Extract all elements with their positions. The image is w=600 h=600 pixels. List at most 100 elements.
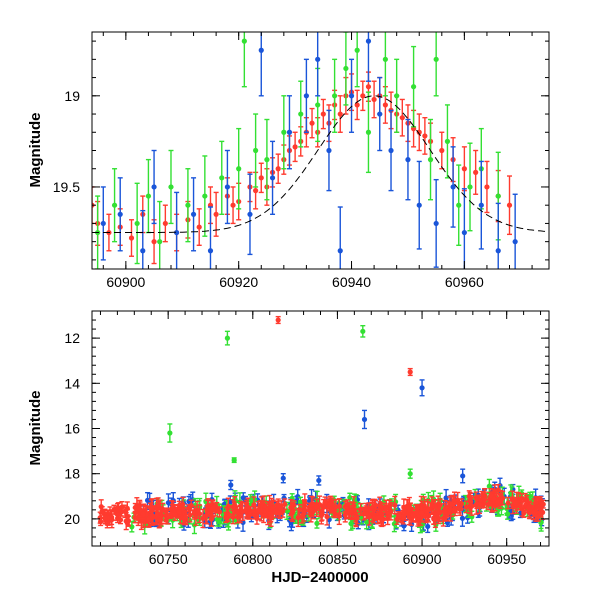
data-point-blue	[405, 118, 411, 201]
data-point-green	[264, 118, 270, 201]
data-point-red	[379, 502, 385, 511]
data-point-red	[383, 499, 389, 516]
data-point-red	[337, 95, 343, 133]
data-point-red	[297, 503, 303, 515]
data-point-red	[318, 509, 324, 522]
outlier-point-blue	[228, 479, 234, 491]
data-point-red	[109, 510, 115, 529]
data-point-green	[298, 80, 304, 148]
top-light-curve-panel: 60900 60920 60940 60960 19 19.5 Magnitude	[27, 31, 550, 290]
data-point-green	[365, 91, 372, 174]
y-tick-label: 19	[64, 88, 80, 104]
data-point-red	[512, 497, 518, 509]
data-point-red	[414, 503, 420, 513]
data-point-red	[238, 500, 244, 511]
data-point-red	[409, 508, 416, 522]
data-point-red	[473, 149, 479, 195]
data-point-green	[394, 58, 400, 133]
data-point-red	[196, 504, 203, 524]
data-point-blue	[174, 191, 180, 269]
data-point-red	[165, 507, 171, 525]
x-tick-label: 60900	[403, 551, 442, 567]
data-point-red	[422, 116, 428, 155]
data-point-red	[213, 191, 219, 237]
data-point-green	[433, 32, 439, 97]
data-point-red	[516, 500, 523, 511]
data-point-red	[308, 503, 314, 518]
data-point-blue	[416, 160, 422, 250]
data-point-red	[525, 502, 532, 513]
data-point-blue	[117, 177, 123, 252]
data-point-blue	[388, 109, 394, 192]
data-point-blue	[258, 32, 264, 97]
data-point-blue	[433, 178, 439, 268]
data-point-red	[292, 131, 298, 163]
model-fit-curve	[92, 95, 549, 233]
data-point-red	[268, 509, 274, 527]
data-point-green	[253, 113, 259, 188]
data-point-red	[149, 498, 155, 516]
data-point-red	[289, 502, 296, 523]
data-point-red	[500, 490, 506, 506]
outlier-point-blue	[316, 475, 322, 486]
data-point-red	[158, 513, 164, 526]
data-point-red	[354, 89, 360, 121]
y-tick-label: 19.5	[53, 179, 80, 195]
data-point-green	[332, 58, 338, 133]
data-point-green	[185, 168, 191, 243]
data-point-red	[404, 498, 410, 514]
y-tick-label: 16	[64, 421, 80, 437]
y-tick-label: 12	[64, 330, 80, 346]
data-point-red	[193, 507, 199, 526]
data-point-red	[196, 208, 202, 247]
data-point-red	[345, 499, 351, 510]
data-point-green	[281, 95, 287, 170]
data-point-green	[241, 32, 247, 88]
data-point-blue	[512, 193, 518, 269]
data-point-blue	[377, 76, 383, 152]
x-tick-label: 60920	[219, 274, 258, 290]
data-point-red	[418, 503, 425, 523]
outlier-point-blue	[280, 472, 286, 484]
outlier-point-green	[231, 457, 237, 464]
outlier-point-blue	[361, 409, 368, 430]
data-point-green	[134, 182, 140, 265]
data-point-red	[216, 506, 223, 518]
data-point-green	[427, 118, 434, 201]
data-point-red	[230, 186, 236, 225]
x-tick-label: 60800	[233, 551, 272, 567]
data-point-blue	[100, 186, 106, 261]
data-point-blue	[303, 58, 309, 133]
data-point-green	[354, 32, 360, 88]
data-point-red	[533, 495, 539, 509]
data-point-red	[313, 502, 320, 512]
bottom-x-axis-label: HJD−2400000	[271, 569, 368, 586]
data-point-blue	[140, 209, 146, 269]
data-point-red	[372, 499, 379, 511]
data-point-blue	[224, 149, 231, 225]
x-tick-label: 60960	[445, 274, 484, 290]
data-point-green	[382, 32, 388, 97]
data-point-blue	[247, 173, 253, 256]
data-point-red	[119, 500, 125, 514]
data-point-green	[391, 515, 397, 533]
data-point-red	[210, 499, 216, 518]
y-tick-label: 20	[64, 511, 80, 527]
data-point-red	[182, 510, 189, 524]
data-point-red	[255, 500, 261, 520]
data-point-red	[102, 512, 108, 523]
outlier-point-blue	[419, 379, 425, 397]
data-point-red	[309, 107, 315, 139]
data-point-red	[371, 80, 377, 119]
data-point-red	[457, 500, 463, 516]
data-point-red	[128, 219, 135, 257]
data-point-green	[343, 32, 349, 106]
data-point-red	[151, 219, 157, 265]
data-point-red	[416, 113, 422, 152]
data-point-red	[156, 500, 162, 510]
x-tick-label: 60950	[487, 551, 526, 567]
data-point-red	[200, 508, 206, 529]
data-point-red	[357, 503, 364, 517]
data-point-red	[168, 509, 174, 520]
data-point-red	[521, 508, 527, 518]
